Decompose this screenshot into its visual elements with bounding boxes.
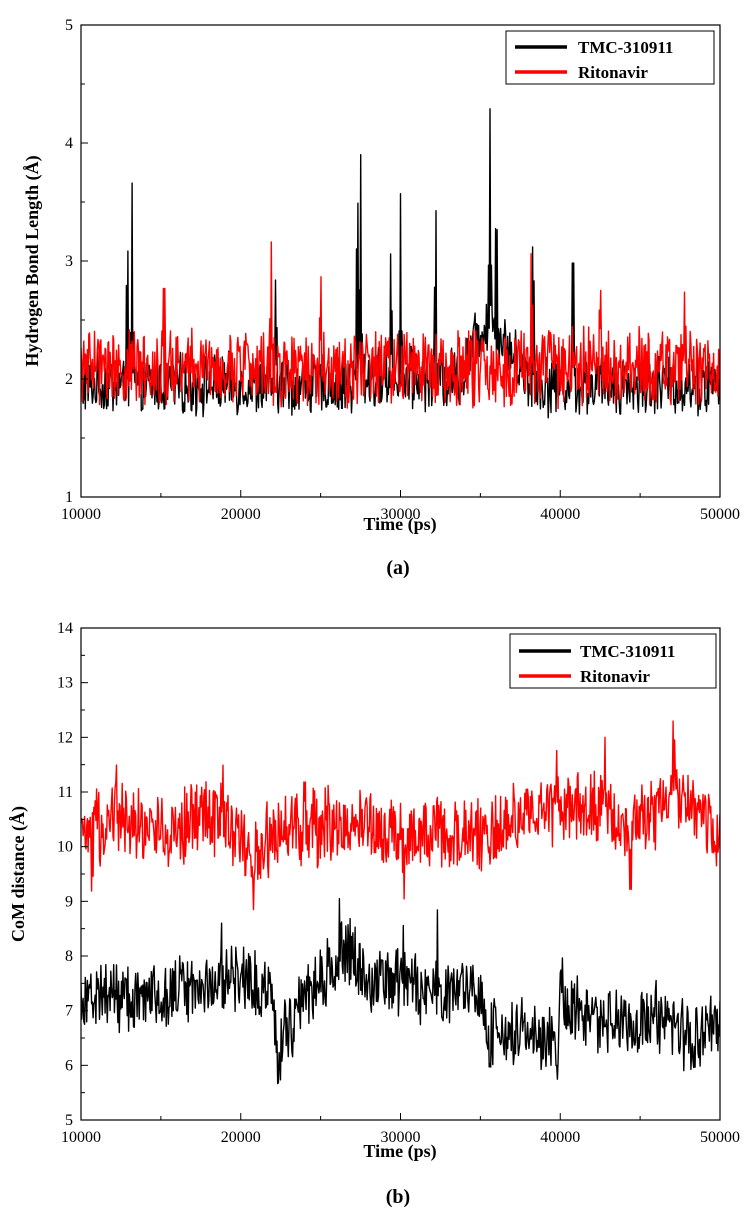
panel-a-label: (a) [386,557,409,579]
panel-b-y-tick-label: 14 [57,620,73,637]
panel-b-y-tick-label: 8 [65,948,73,965]
panel-a-legend-label-tmc: TMC-310911 [578,38,673,57]
panel-a-x-tick-label: 20000 [221,506,261,523]
panel-b-label: (b) [386,1186,410,1208]
panel-a-x-tick-label: 50000 [700,506,740,523]
panel-a-y-axis-title: Hydrogen Bond Length (Å) [22,155,43,366]
panel-b-y-axis-title: CoM distance (Å) [8,806,29,942]
panel-b-y-tick-label: 5 [65,1112,73,1129]
panel-b-legend: TMC-310911 Ritonavir [509,633,717,689]
panel-a-y-tick-label: 1 [65,489,73,506]
panel-a-x-axis-title: Time (ps) [363,514,436,535]
panel-a-y-tick-label: 4 [65,135,73,152]
panel-b-y-tick-label: 9 [65,893,73,910]
panel-a-frame [80,24,721,498]
panel-b-x-tick-label: 20000 [221,1129,261,1146]
panel-a-legend-label-ritonavir: Ritonavir [578,63,648,82]
panel-a-x-tick-label: 10000 [61,506,101,523]
panel-a-legend: TMC-310911 Ritonavir [505,30,715,85]
panel-b-legend-label-ritonavir: Ritonavir [580,667,650,686]
panel-b: 10000 20000 30000 40000 50000 5 6 7 8 9 10 11 12 13 14… [8,620,740,1208]
panel-b-y-tick-label: 10 [57,839,73,856]
panel-b-legend-label-tmc: TMC-310911 [580,642,675,661]
panel-a-series-tmc-310911 [81,108,720,419]
panel-b-x-tick-label: 30000 [381,1129,421,1146]
panel-b-axes: 10000 20000 30000 40000 50000 5 6 7 8 9 10 11 12 13 14 [57,620,740,1146]
panel-a-legend-box [505,30,715,85]
panel-b-frame [80,627,721,1121]
panel-a-x-tick-label: 30000 [381,506,421,523]
panel-b-legend-box [509,633,717,689]
panel-b-x-tick-label: 10000 [61,1129,101,1146]
panel-b-y-tick-label: 13 [57,675,73,692]
panel-a-axes: 10000 20000 30000 40000 50000 1 2 3 4 5 [61,17,740,523]
panel-a: 10000 20000 30000 40000 50000 1 2 3 4 5 TMC-31091… [22,17,740,579]
panel-a-y-tick-label: 3 [65,253,73,270]
panel-b-series-layer [81,720,720,1085]
panel-a-series-layer [81,108,720,419]
panel-b-series-ritonavir [81,720,720,911]
panel-b-x-axis-title: Time (ps) [363,1141,436,1162]
panel-b-y-tick-label: 6 [65,1057,73,1074]
panel-a-y-tick-label: 5 [65,17,73,34]
panel-a-y-tick-label: 2 [65,371,73,388]
panel-a-series-ritonavir [81,241,720,410]
panel-a-x-tick-label: 40000 [540,506,580,523]
panel-b-series-tmc-310911 [81,898,720,1085]
panel-b-y-tick-label: 7 [65,1003,73,1020]
panel-b-y-tick-label: 11 [58,784,73,801]
panel-b-y-tick-label: 12 [57,729,73,746]
panel-b-x-tick-label: 50000 [700,1129,740,1146]
panel-b-x-tick-label: 40000 [540,1129,580,1146]
